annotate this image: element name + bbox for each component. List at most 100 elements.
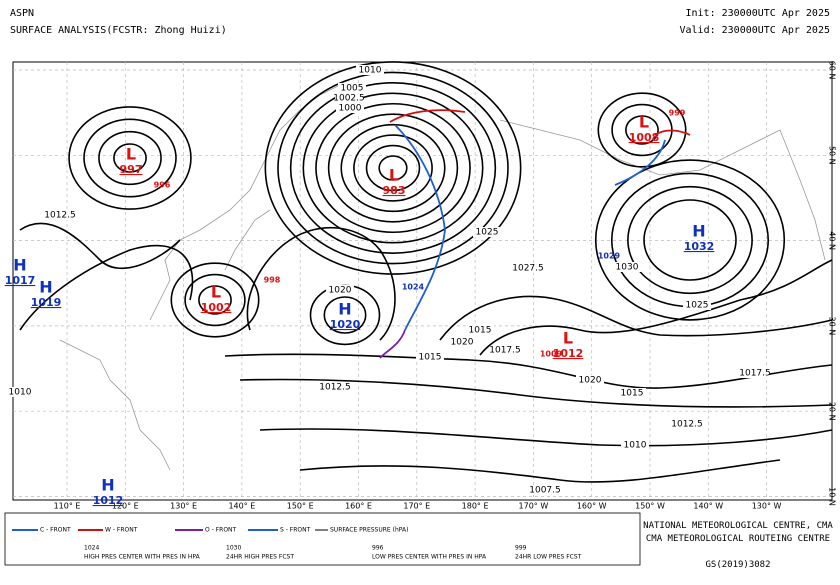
isobar-label: 1012.5 — [44, 211, 76, 221]
longitude-label: 140° E — [228, 502, 255, 511]
latitude-label: 60 N — [828, 61, 837, 80]
isobar-label: 1020 — [329, 286, 352, 296]
center-symbol: L — [639, 113, 649, 132]
forecast-center: 999 — [669, 109, 686, 118]
footer: NATIONAL METEOROLOGICAL CENTRE, CMA CMA M… — [643, 521, 833, 570]
isobar-label-bg — [336, 103, 364, 113]
center-symbol: L — [126, 145, 136, 164]
isobar-label: 1012.5 — [319, 383, 351, 393]
isobar-label-bg — [46, 210, 74, 220]
fronts — [379, 109, 691, 359]
isobar-label: 1007.5 — [529, 486, 561, 496]
isobar-ring — [340, 123, 446, 213]
legend-text: 24HR HIGH PRES FCST — [226, 554, 294, 561]
legend-text: C - FRONT — [40, 527, 71, 534]
map-labels: 110° E 120° E 130° E 140° E 150° E 160° E 170°… — [5, 61, 837, 511]
isobar-label-bg — [576, 375, 604, 385]
isobar-ring — [113, 143, 147, 173]
center-pressure: 1002 — [201, 301, 232, 314]
init-time: Init: 230000UTC Apr 2025 — [686, 8, 831, 19]
isobars — [19, 61, 833, 483]
legend-text: 24HR LOW PRES FCST — [515, 554, 582, 561]
isobar-label-bg — [613, 262, 641, 272]
isobar-label: 1015 — [419, 353, 442, 363]
isobar-label: 1010 — [359, 66, 382, 76]
legend-text: W - FRONT — [105, 527, 138, 534]
longitude-label: 180° E — [462, 502, 489, 511]
latitude-label: 20 N — [828, 402, 837, 421]
coastlines — [59, 84, 826, 471]
isobar-ring — [170, 262, 260, 338]
legend-text: HIGH PRES CENTER WITH PRES IN HPA — [84, 554, 201, 561]
longitude-label: 130° E — [170, 502, 197, 511]
longitude-label: 160° E — [345, 502, 372, 511]
isobar-ring — [264, 61, 522, 275]
isobar-label-bg — [683, 300, 711, 310]
center-symbol: H — [338, 300, 351, 319]
center-symbol: H — [692, 222, 705, 241]
legend-box — [4, 512, 641, 566]
center-pressure: 1017 — [5, 274, 36, 287]
center-symbol: H — [13, 256, 26, 275]
isobar-label-bg — [621, 440, 649, 450]
isobar-label: 1015 — [469, 326, 492, 336]
isobar-label-bg — [356, 65, 384, 75]
isobar-label-bg — [335, 93, 363, 103]
isobar-label-bg — [338, 83, 366, 93]
longitude-label: 170° E — [403, 502, 430, 511]
isobar-ring — [83, 118, 177, 198]
isobar-label-bg — [491, 345, 519, 355]
isobar-label-bg — [466, 325, 494, 335]
center-pressure: 997 — [120, 163, 143, 176]
title: SURFACE ANALYSIS(FCSTR: Zhong Huizi) — [10, 25, 227, 36]
legend-text: LOW PRES CENTER WITH PRES IN HPA — [372, 554, 487, 561]
isobar-label-bg — [618, 388, 646, 398]
isobar-ring — [302, 92, 484, 244]
isobar-label-bg — [321, 382, 349, 392]
isobar-ring — [597, 92, 687, 168]
footer-text: GS(2019)3082 — [705, 560, 770, 570]
valid-time: Valid: 230000UTC Apr 2025 — [679, 25, 830, 36]
forecast-center: 1029 — [598, 252, 621, 261]
longitude-label: 110° E — [54, 502, 81, 511]
isobar-ring — [378, 155, 408, 181]
latitude-label: 40 N — [828, 231, 837, 250]
isobar-ring — [68, 106, 192, 210]
isobar-ring — [198, 285, 232, 315]
isobar-label-bg — [326, 285, 354, 295]
legend-text: 1024 — [84, 545, 99, 552]
isobar-label: 1017.5 — [739, 369, 771, 379]
longitude-label: 120° E — [112, 502, 139, 511]
isobar-ring — [184, 273, 246, 327]
legend-text: O - FRONT — [205, 527, 237, 534]
isobar-label: 1017.5 — [489, 346, 521, 356]
longitude-label: 160° W — [577, 502, 607, 511]
map-frame — [12, 61, 833, 501]
isobar-label-bg — [448, 337, 476, 347]
center-symbol: H — [101, 476, 114, 495]
center-pressure: 1020 — [330, 318, 361, 331]
center-symbol: L — [389, 166, 399, 185]
isobar-label-bg — [473, 227, 501, 237]
isobar-ring — [625, 115, 659, 145]
isobar-label-bg — [6, 387, 34, 397]
isobar-label-bg — [741, 368, 769, 378]
isobar-ring — [365, 144, 421, 192]
latitude-label: 50 N — [828, 146, 837, 165]
longitude-label: 170° W — [519, 502, 549, 511]
isobar-ring — [353, 134, 433, 202]
center-pressure: 983 — [383, 184, 406, 197]
forecast-center: 996 — [154, 181, 171, 190]
legend-text: 996 — [372, 545, 384, 552]
center-pressure: 1008 — [629, 131, 660, 144]
isobar-ring — [327, 113, 459, 223]
longitude-label: 150° W — [635, 502, 665, 511]
legend-text: SURFACE PRESSURE (hPA) — [330, 527, 408, 534]
center-pressure: 1032 — [684, 240, 715, 253]
isobar-label-bg — [673, 419, 701, 429]
isobar-ring — [289, 82, 497, 254]
isobar-label: 1020 — [579, 376, 602, 386]
isobar-ring — [643, 199, 737, 281]
